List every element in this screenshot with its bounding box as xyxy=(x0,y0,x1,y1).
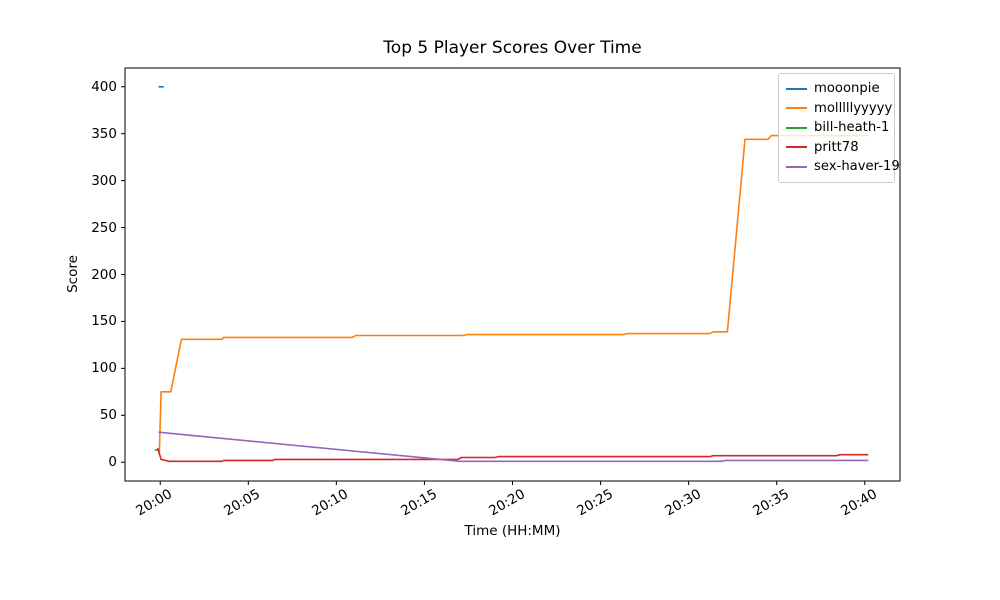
legend-entry-pritt78: pritt78 xyxy=(786,138,887,158)
legend-label: pritt78 xyxy=(814,139,859,155)
x-axis-label: Time (HH:MM) xyxy=(464,523,561,539)
chart-title: Top 5 Player Scores Over Time xyxy=(383,38,642,58)
series-line-sex-haver-19 xyxy=(158,431,869,463)
legend-label: mooonpie xyxy=(814,81,880,97)
legend-entry-mooonpie: mooonpie xyxy=(786,79,887,99)
y-tick-label: 50 xyxy=(99,407,117,424)
legend-line-sample xyxy=(786,126,807,129)
y-tick-label: 400 xyxy=(91,78,117,95)
legend-label: molllllyyyyy xyxy=(814,100,893,116)
series-line-pritt78 xyxy=(156,447,869,463)
y-tick-label: 350 xyxy=(91,125,117,142)
y-tick-label: 300 xyxy=(91,172,117,189)
legend-line-sample xyxy=(786,87,807,90)
series-line-molllllyyyyy xyxy=(158,134,869,455)
legend-entry-bill-heath-1: bill-heath-1 xyxy=(786,118,890,138)
legend-line-sample xyxy=(786,165,807,168)
legend-entry-sex-haver-19: sex-haver-19 xyxy=(786,157,900,177)
y-tick-label: 200 xyxy=(91,266,117,283)
y-tick-label: 250 xyxy=(91,219,117,236)
legend: mooonpie molllllyyyyy bill-heath-1 pritt… xyxy=(778,73,900,183)
legend-line-sample xyxy=(786,146,807,149)
legend-label: bill-heath-1 xyxy=(814,120,890,136)
legend-label: sex-haver-19 xyxy=(814,159,900,175)
y-tick-label: 100 xyxy=(91,360,117,377)
y-tick-label: 150 xyxy=(91,313,117,330)
legend-line-sample xyxy=(786,107,807,110)
legend-entry-molllllyyyyy: molllllyyyyy xyxy=(786,99,892,119)
y-tick-label: 0 xyxy=(108,454,117,471)
y-axis-label: Score xyxy=(65,255,81,293)
